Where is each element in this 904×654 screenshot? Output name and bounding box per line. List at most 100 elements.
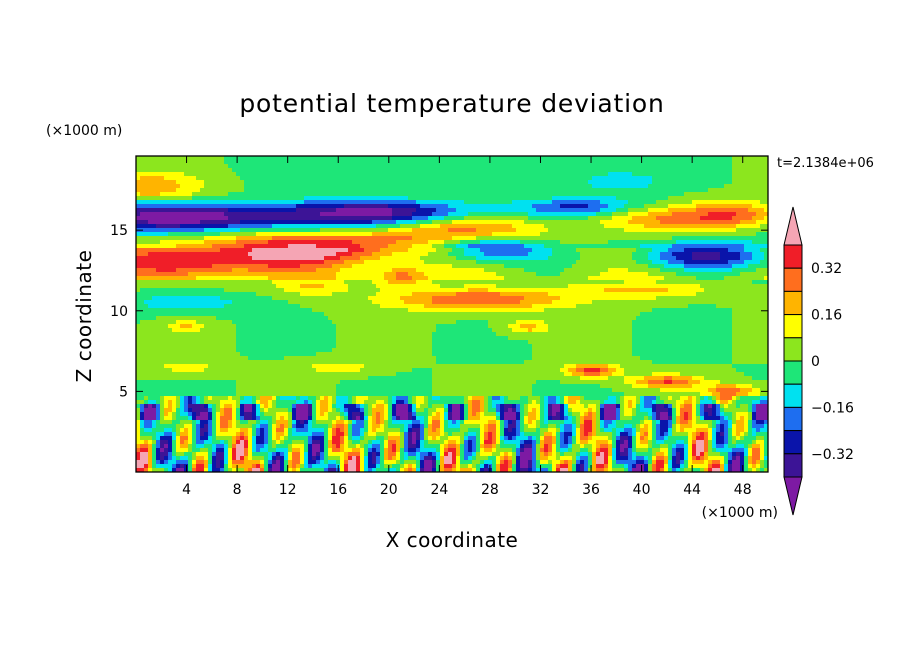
field-cell	[244, 412, 253, 417]
field-cell	[704, 448, 709, 453]
field-cell	[136, 328, 173, 333]
field-cell	[460, 408, 465, 413]
field-cell	[444, 240, 461, 245]
field-cell	[484, 460, 493, 465]
field-cell	[484, 268, 525, 273]
field-cell	[728, 424, 733, 429]
field-cell	[232, 444, 237, 449]
field-cell	[136, 416, 141, 421]
field-cell	[336, 392, 433, 397]
field-cell	[188, 464, 193, 469]
field-cell	[364, 468, 369, 472]
field-cell	[148, 400, 157, 405]
field-cell	[536, 420, 541, 425]
field-cell	[672, 252, 693, 257]
field-cell	[600, 452, 605, 457]
field-cell	[364, 416, 369, 421]
field-cell	[592, 468, 597, 472]
field-cell	[340, 464, 345, 469]
field-cell	[656, 280, 753, 285]
field-cell	[220, 420, 229, 425]
field-cell	[604, 288, 669, 293]
field-cell	[612, 452, 617, 457]
field-cell	[228, 428, 241, 433]
field-cell	[212, 404, 217, 409]
field-cell	[268, 264, 301, 269]
field-cell	[396, 456, 401, 461]
field-cell	[516, 228, 549, 233]
colorbar-box	[783, 290, 803, 316]
field-cell	[348, 464, 357, 469]
field-cell	[516, 436, 529, 441]
field-cell	[748, 404, 753, 409]
field-cell	[472, 448, 477, 453]
field-cell	[324, 436, 329, 441]
field-cell	[352, 420, 357, 425]
field-cell	[340, 416, 345, 421]
field-cell	[412, 396, 417, 401]
field-cell	[164, 412, 169, 417]
field-cell	[412, 368, 433, 373]
field-cell	[580, 428, 585, 433]
field-cell	[232, 456, 237, 461]
field-cell	[232, 408, 237, 413]
field-cell	[136, 304, 149, 309]
field-cell	[588, 460, 593, 465]
field-cell	[416, 404, 421, 409]
field-cell	[360, 440, 369, 445]
field-cell	[156, 464, 173, 469]
field-cell	[608, 452, 613, 457]
field-cell	[348, 420, 353, 425]
field-cell	[732, 344, 768, 349]
field-cell	[684, 264, 733, 269]
field-cell	[208, 448, 213, 453]
field-cell	[276, 396, 281, 401]
field-cell	[152, 436, 157, 441]
field-cell	[732, 320, 768, 325]
field-cell	[340, 468, 345, 472]
field-cell	[624, 280, 657, 285]
field-cell	[168, 456, 173, 461]
field-cell	[540, 452, 545, 457]
field-cell	[360, 408, 365, 413]
field-cell	[260, 428, 265, 433]
field-cell	[696, 292, 768, 297]
field-cell	[380, 460, 385, 465]
field-cell	[328, 404, 333, 409]
field-cell	[632, 400, 637, 405]
field-cell	[384, 416, 389, 421]
field-cell	[496, 436, 501, 441]
field-cell	[756, 464, 761, 469]
field-cell	[592, 412, 597, 417]
field-cell	[424, 432, 429, 437]
field-cell	[616, 412, 621, 417]
field-cell	[744, 416, 749, 421]
field-cell	[376, 464, 381, 469]
field-cell	[192, 448, 201, 453]
field-cell	[348, 396, 353, 401]
field-cell	[376, 436, 385, 441]
field-cell	[616, 416, 621, 421]
field-cell	[584, 468, 589, 472]
field-cell	[500, 412, 505, 417]
field-cell	[536, 408, 541, 413]
field-cell	[208, 460, 213, 465]
field-cell	[160, 448, 165, 453]
field-cell	[432, 468, 437, 472]
field-cell	[540, 456, 549, 461]
field-cell	[244, 448, 249, 453]
field-cell	[216, 408, 221, 413]
field-cell	[712, 428, 717, 433]
field-cell	[520, 448, 525, 453]
field-cell	[524, 420, 529, 425]
field-cell	[424, 272, 497, 277]
field-cell	[208, 452, 213, 457]
field-cell	[200, 436, 209, 441]
field-cell	[756, 412, 768, 417]
field-cell	[236, 420, 241, 425]
field-cell	[500, 452, 505, 457]
field-cell	[484, 428, 489, 433]
field-cell	[368, 440, 373, 445]
field-cell	[608, 364, 621, 369]
field-cell	[672, 448, 677, 453]
